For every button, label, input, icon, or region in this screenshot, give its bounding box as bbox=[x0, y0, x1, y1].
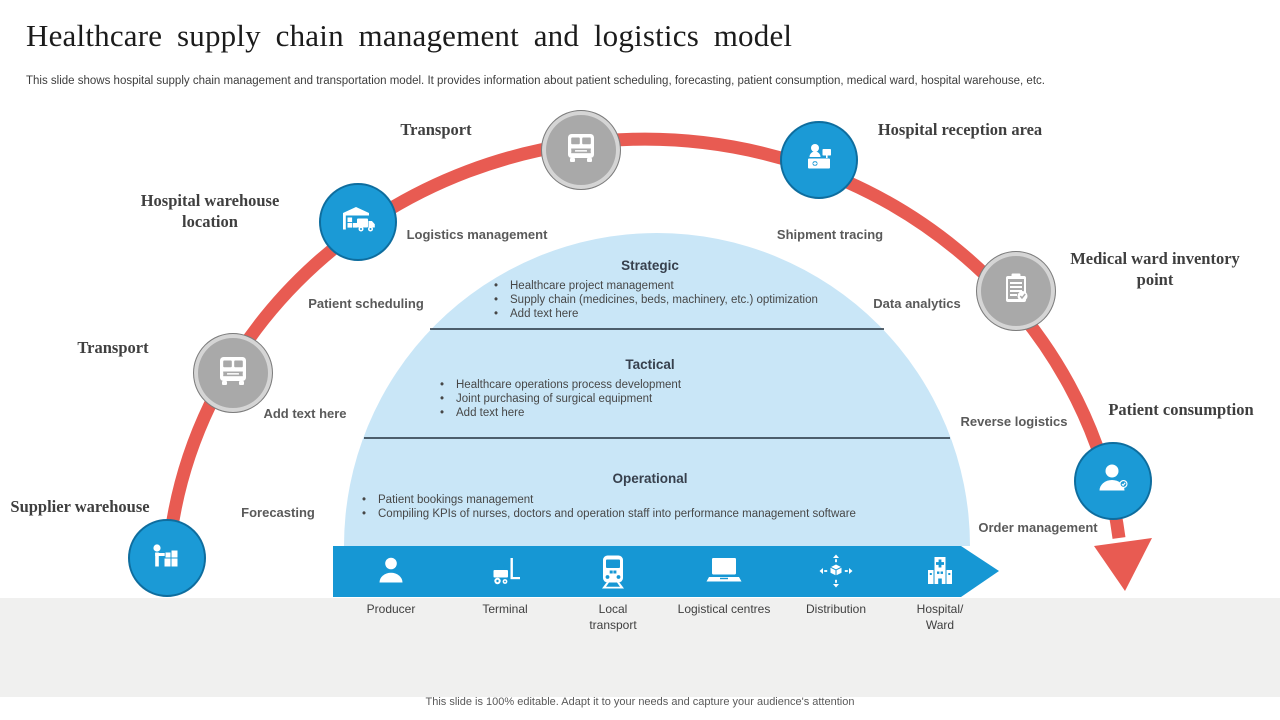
node-label-patient-consumption: Patient consumption bbox=[1108, 400, 1254, 419]
person-boxes-icon bbox=[144, 533, 190, 584]
tactical-bullets: Healthcare operations process developmen… bbox=[438, 378, 858, 420]
bullet-text: Healthcare project management bbox=[510, 280, 674, 292]
node-hospital-warehouse-location bbox=[319, 183, 397, 261]
distribution-icon bbox=[816, 549, 856, 593]
producer-icon bbox=[373, 549, 409, 593]
pipeline-item-logistical-centres: Logistical centres bbox=[664, 549, 784, 618]
pipeline-item-hospital-ward: Hospital/ Ward bbox=[880, 549, 1000, 633]
patient-icon bbox=[1090, 456, 1136, 507]
slide-subtitle: This slide shows hospital supply chain m… bbox=[26, 75, 1045, 87]
bullet-item: Compiling KPIs of nurses, doctors and op… bbox=[360, 507, 930, 521]
slide-footer: This slide is 100% editable. Adapt it to… bbox=[425, 696, 855, 708]
bullet-text: Add text here bbox=[510, 308, 579, 320]
pipeline-item-producer: Producer bbox=[331, 549, 451, 618]
bullet-item: Healthcare operations process developmen… bbox=[438, 378, 858, 392]
pipeline-label: Producer bbox=[366, 602, 416, 616]
node-medical-ward-inventory-point bbox=[976, 251, 1056, 331]
operational-bullets: Patient bookings management Compiling KP… bbox=[360, 493, 930, 521]
process-arrow-bar bbox=[333, 546, 999, 597]
bus-icon bbox=[558, 125, 604, 176]
reception-desk-icon bbox=[796, 135, 842, 186]
node-transport-top bbox=[541, 110, 621, 190]
node-patient-consumption bbox=[1074, 442, 1152, 520]
inner-label-data-analytics: Data analytics bbox=[873, 296, 961, 311]
node-label-supplier-warehouse: Supplier warehouse bbox=[10, 497, 150, 516]
pipeline-item-terminal: Terminal bbox=[445, 549, 565, 618]
node-label-transport-top: Transport bbox=[400, 120, 472, 139]
bus-icon bbox=[210, 348, 256, 399]
bullet-item: Supply chain (medicines, beds, machinery… bbox=[492, 293, 872, 307]
bullet-item: Healthcare project management bbox=[492, 279, 872, 293]
pipeline-label: Local transport bbox=[589, 602, 637, 632]
laptop-icon bbox=[703, 549, 745, 593]
node-hospital-reception-area bbox=[780, 121, 858, 199]
pipeline-label: Hospital/ Ward bbox=[916, 602, 964, 632]
bullet-text: Healthcare operations process developmen… bbox=[456, 379, 682, 391]
inner-label-logistics-management: Logistics management bbox=[406, 227, 548, 242]
inner-label-reverse-logistics: Reverse logistics bbox=[960, 414, 1068, 429]
bottom-band bbox=[0, 598, 1280, 697]
inventory-checklist-icon bbox=[993, 266, 1039, 317]
bullet-item: Patient bookings management bbox=[360, 493, 930, 507]
operational-title: Operational bbox=[612, 471, 688, 486]
bullet-item: Joint purchasing of surgical equipment bbox=[438, 392, 858, 406]
bullet-text: Joint purchasing of surgical equipment bbox=[456, 393, 653, 405]
inner-label-patient-scheduling: Patient scheduling bbox=[308, 296, 424, 311]
train-icon bbox=[595, 549, 631, 593]
inner-label-forecasting: Forecasting bbox=[241, 505, 315, 520]
bullet-text: Compiling KPIs of nurses, doctors and op… bbox=[378, 508, 856, 520]
page-title: Healthcare supply chain management and l… bbox=[26, 18, 793, 53]
strategic-title: Strategic bbox=[621, 258, 679, 273]
hospital-icon bbox=[920, 549, 960, 593]
node-supplier-warehouse bbox=[128, 519, 206, 597]
bullet-text: Patient bookings management bbox=[378, 494, 534, 506]
node-transport-left bbox=[193, 333, 273, 413]
inner-label-add-text-here: Add text here bbox=[263, 406, 347, 421]
pipeline-label: Terminal bbox=[482, 602, 528, 616]
forklift-icon bbox=[485, 549, 525, 593]
node-label-hospital-warehouse-location: Hospital warehouse location bbox=[140, 191, 280, 232]
strategic-bullets: Healthcare project management Supply cha… bbox=[492, 279, 872, 321]
warehouse-truck-icon bbox=[335, 197, 381, 248]
bullet-text: Add text here bbox=[456, 407, 525, 419]
inner-label-order-management: Order management bbox=[978, 520, 1098, 535]
tactical-title: Tactical bbox=[625, 357, 675, 372]
bullet-item: Add text here bbox=[438, 406, 858, 420]
pipeline-item-distribution: Distribution bbox=[776, 549, 896, 618]
inner-label-shipment-tracing: Shipment tracing bbox=[776, 227, 884, 242]
pipeline-label: Logistical centres bbox=[677, 602, 771, 616]
bullet-text: Supply chain (medicines, beds, machinery… bbox=[510, 294, 818, 306]
node-label-transport-left: Transport bbox=[77, 338, 149, 357]
node-label-hospital-reception-area: Hospital reception area bbox=[877, 120, 1043, 139]
bullet-item: Add text here bbox=[492, 307, 872, 321]
pipeline-label: Distribution bbox=[805, 602, 867, 616]
node-label-medical-ward-inventory-point: Medical ward inventory point bbox=[1070, 249, 1240, 290]
pipeline-item-local-transport: Local transport bbox=[553, 549, 673, 633]
arc-arrowhead-icon bbox=[1094, 538, 1152, 591]
